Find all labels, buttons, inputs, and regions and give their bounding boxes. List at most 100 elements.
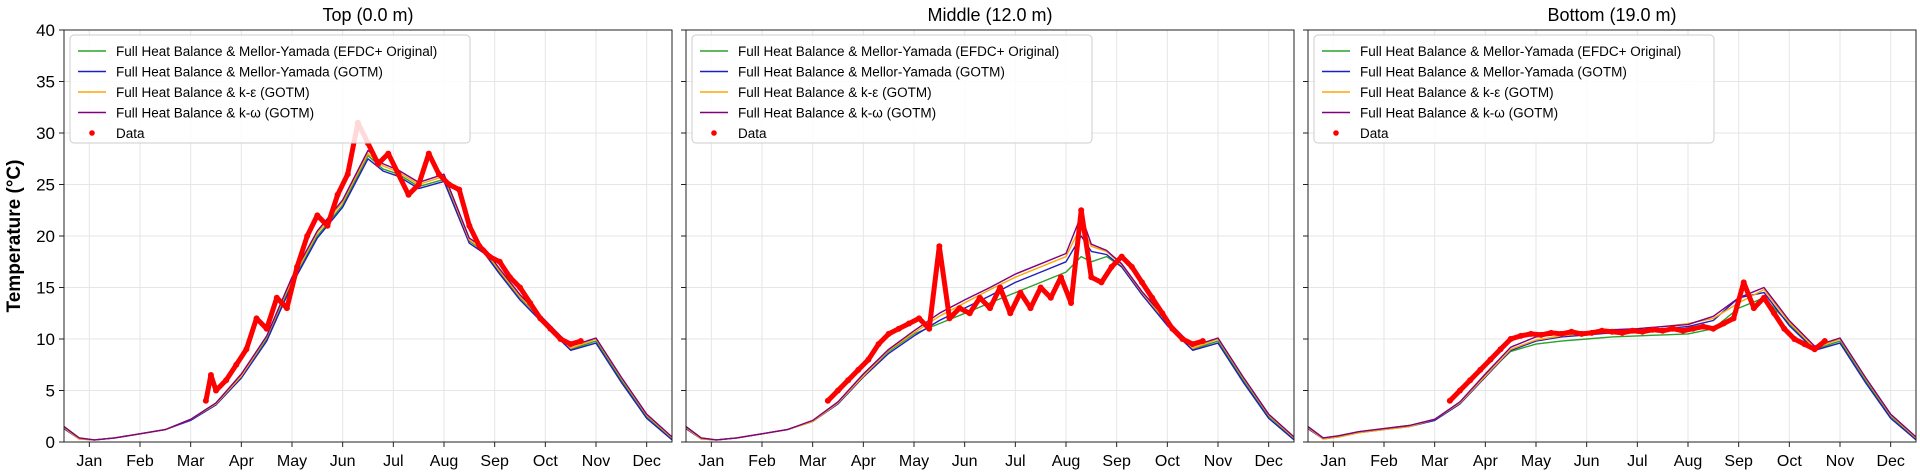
x-tick-label: Nov [1826, 453, 1854, 470]
x-tick-label: Dec [632, 453, 660, 470]
data-point [1690, 325, 1697, 332]
data-point [875, 341, 882, 348]
data-point [1578, 330, 1585, 337]
data-point [1078, 207, 1085, 214]
data-point [855, 366, 862, 373]
x-tick-label: Oct [1777, 453, 1802, 470]
x-tick-label: Mar [799, 453, 827, 470]
y-tick-label: 5 [46, 382, 55, 401]
data-point [456, 186, 463, 193]
data-point [1629, 327, 1636, 334]
data-point [1189, 341, 1196, 348]
data-point [517, 284, 523, 291]
data-point [294, 263, 301, 270]
chart-panel-1: Jan Feb Mar Apr May Jun Jul Aug Sep Oct Nov Dec Midd… [681, 5, 1295, 470]
data-point [1750, 305, 1757, 312]
y-tick-label: 20 [36, 227, 55, 246]
data-point [987, 305, 993, 312]
data-point [1588, 329, 1595, 336]
series-line-gotm_mellor [64, 158, 672, 441]
data-point [1720, 320, 1727, 327]
series-group [686, 214, 1294, 441]
data-point [233, 361, 240, 368]
legend: Full Heat Balance & Mellor-Yamada (EFDC+… [691, 34, 1093, 144]
data-point [263, 325, 270, 332]
y-tick-label: 30 [36, 124, 55, 143]
data-point [1517, 332, 1524, 339]
data-point [577, 338, 584, 345]
data-point [1781, 325, 1788, 332]
legend-box [69, 34, 471, 144]
data-point [936, 243, 943, 250]
data-point [1507, 336, 1514, 342]
y-tick-label: 10 [36, 330, 55, 349]
data-point [1007, 310, 1014, 317]
x-tick-label: Mar [177, 453, 205, 470]
legend-label-gotm_mellor: Full Heat Balance & Mellor-Yamada (GOTM) [738, 65, 1005, 80]
data-point [1609, 328, 1615, 335]
data-point [1159, 310, 1166, 317]
data-point [304, 233, 311, 239]
x-tick-label: Oct [1155, 453, 1180, 470]
series-line-gotm_komega [1308, 286, 1916, 439]
data-point [1771, 310, 1778, 317]
chart-panel-0: 0 5 10 15 20 25 30 35 40 Jan Feb Mar Apr May Jun Jul Aug… [36, 5, 673, 470]
data-point [1568, 328, 1575, 335]
data-point [385, 150, 392, 157]
x-tick-label: Jul [1627, 453, 1647, 470]
data-point [1199, 338, 1206, 345]
legend-label-data: Data [738, 126, 767, 141]
data-point [1730, 315, 1737, 322]
data-point [1639, 328, 1646, 335]
data-point [1548, 329, 1555, 336]
data-point [243, 346, 250, 353]
x-tick-label: May [899, 453, 929, 470]
data-point [476, 243, 483, 250]
data-point [976, 294, 983, 301]
data-points [824, 207, 1206, 404]
x-tick-label: Sep [1724, 453, 1753, 470]
data-point [885, 330, 892, 337]
data-point [1446, 397, 1453, 404]
data-point [1139, 279, 1145, 286]
legend-label-efdc_mellor: Full Heat Balance & Mellor-Yamada (EFDC+… [116, 44, 437, 59]
x-tick-label: Jul [383, 453, 403, 470]
data-point [997, 284, 1004, 291]
x-tick-label: Jun [1574, 453, 1600, 470]
data-point [1761, 294, 1767, 301]
legend-box [1313, 34, 1715, 144]
data-point [1477, 366, 1484, 373]
x-tick-label: Apr [229, 453, 255, 470]
data-point [1527, 330, 1534, 337]
data-point [314, 212, 321, 219]
x-tick-label: Apr [851, 453, 877, 470]
y-axis-label: Temperature (°C) [4, 160, 25, 313]
data-point [1037, 284, 1044, 291]
legend-label-gotm_keps: Full Heat Balance & k-ε (GOTM) [738, 85, 932, 100]
chart-title: Top (0.0 m) [322, 5, 413, 25]
data-point [375, 160, 382, 167]
data-point [527, 299, 534, 306]
legend-label-gotm_komega: Full Heat Balance & k-ω (GOTM) [116, 106, 314, 121]
x-tick-label: Feb [126, 453, 154, 470]
data-point [905, 320, 912, 327]
data-point [425, 150, 432, 157]
series-line-gotm_keps [1308, 288, 1916, 440]
data-point [1487, 356, 1494, 363]
legend-label-gotm_keps: Full Heat Balance & k-ε (GOTM) [1360, 85, 1554, 100]
legend-label-efdc_mellor: Full Heat Balance & Mellor-Yamada (EFDC+… [738, 44, 1059, 59]
y-tick-label: 40 [36, 21, 55, 40]
data-point [1710, 325, 1717, 332]
data-point [946, 315, 953, 322]
data-point [395, 171, 402, 178]
data-point [1027, 305, 1034, 312]
series-line-gotm_keps [686, 225, 1294, 441]
legend-label-data: Data [1360, 126, 1389, 141]
legend-box [691, 34, 1093, 144]
chart-panel-2: Jan Feb Mar Apr May Jun Jul Aug Sep Oct Nov Dec Bott… [1303, 5, 1917, 470]
series-line-efdc_mellor [686, 255, 1294, 441]
y-tick-label: 0 [46, 433, 55, 452]
data-point [1791, 336, 1798, 342]
data-point [273, 294, 280, 301]
data-point [283, 305, 290, 312]
